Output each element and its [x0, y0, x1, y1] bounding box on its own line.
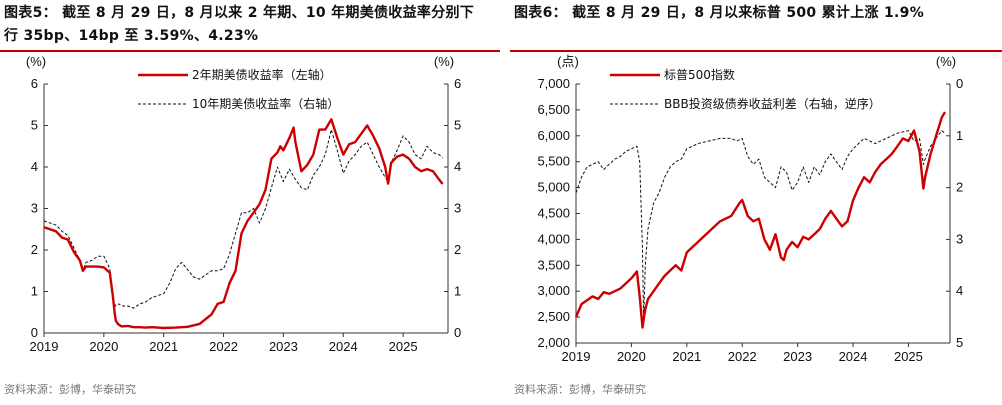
- right-tick-label: 3: [454, 201, 461, 216]
- right-tick-label: 6: [454, 76, 461, 91]
- chart-panel-left: 图表5： 截至 8 月 29 日，8 月以来 2 年期、10 年期美债收益率分别…: [0, 0, 500, 405]
- left-tick-label: 6: [31, 76, 38, 91]
- right-tick-label: 1: [956, 128, 963, 143]
- title-rule-left: [0, 50, 500, 52]
- right-tick-label: 2: [956, 180, 963, 195]
- chart-panel-right: 图表6： 截至 8 月 29 日，8 月以来标普 500 累计上涨 1.9% (…: [510, 0, 1002, 405]
- chart-left-svg: (%) (%) 0 1 2 3 4 5 6 0 1 2 3 4 5 6 2019 2020 2021 2022 2023…: [26, 54, 461, 354]
- x-tick-label: 2025: [894, 349, 923, 364]
- left-tick-label: 2,500: [537, 309, 570, 324]
- legend-label: 10年期美债收益率（右轴）: [192, 96, 339, 111]
- left-tick-label: 4: [31, 159, 38, 174]
- chart-title-left: 图表5： 截至 8 月 29 日，8 月以来 2 年期、10 年期美债收益率分别…: [4, 2, 474, 48]
- left-tick-label: 6,500: [537, 102, 570, 117]
- x-tick-label: 2022: [728, 349, 757, 364]
- series-line-dashed: [575, 130, 946, 321]
- left-tick-label: 2: [31, 242, 38, 257]
- source-note-right: 资料来源：彭博，华泰研究: [514, 383, 646, 396]
- left-tick-label: 1: [31, 284, 38, 299]
- x-tick-label: 2021: [672, 349, 701, 364]
- source-note-left: 资料来源：彭博，华泰研究: [4, 383, 136, 396]
- right-tick-label: 5: [956, 335, 963, 350]
- left-tick-label: 3,500: [537, 257, 570, 272]
- x-tick-label: 2023: [783, 349, 812, 364]
- legend-label: 标普500指数: [664, 67, 735, 82]
- left-tick-label: 5,000: [537, 180, 570, 195]
- left-unit-label: (%): [26, 54, 46, 69]
- left-tick-label: 6,000: [537, 128, 570, 143]
- right-unit-label: (%): [434, 54, 454, 69]
- right-tick-label: 0: [956, 76, 963, 91]
- title-rule-right: [510, 50, 1002, 52]
- legend-label: 2年期美债收益率（左轴）: [192, 67, 332, 82]
- x-tick-label: 2020: [89, 339, 118, 354]
- left-tick-label: 0: [31, 325, 38, 340]
- right-unit-label: (%): [936, 54, 956, 69]
- chart-right-svg: (点) (%) 2,000 2,500 3,000 3,500 4,000 4,500 5,00…: [537, 54, 963, 364]
- x-tick-label: 2022: [209, 339, 238, 354]
- left-tick-label: 3: [31, 201, 38, 216]
- chart-title-left-line1: 图表5： 截至 8 月 29 日，8 月以来 2 年期、10 年期美债收益率分别…: [4, 5, 475, 21]
- left-tick-label: 4,000: [537, 231, 570, 246]
- legend-label: BBB投资级债券收益利差（右轴，逆序）: [664, 96, 881, 111]
- series-line-solid: [43, 118, 444, 330]
- x-tick-label: 2020: [617, 349, 646, 364]
- chart-title-right: 图表6： 截至 8 月 29 日，8 月以来标普 500 累计上涨 1.9%: [514, 2, 924, 25]
- x-tick-label: 2025: [389, 339, 418, 354]
- left-tick-label: 2,000: [537, 335, 570, 350]
- right-tick-label: 1: [454, 284, 461, 299]
- x-tick-label: 2023: [269, 339, 298, 354]
- series-line-dashed: [43, 129, 443, 309]
- chart-title-right-line1: 图表6： 截至 8 月 29 日，8 月以来标普 500 累计上涨 1.9%: [514, 5, 925, 21]
- left-tick-label: 3,000: [537, 283, 570, 298]
- left-tick-label: 5: [31, 118, 38, 133]
- x-tick-label: 2024: [839, 349, 868, 364]
- x-tick-label: 2019: [30, 339, 59, 354]
- left-unit-label: (点): [557, 54, 579, 69]
- x-tick-label: 2024: [329, 339, 358, 354]
- right-tick-label: 4: [454, 159, 461, 174]
- right-tick-label: 3: [956, 231, 963, 246]
- series-line-solid: [574, 111, 947, 329]
- left-tick-label: 4,500: [537, 206, 570, 221]
- right-tick-label: 0: [454, 325, 461, 340]
- left-tick-label: 7,000: [537, 76, 570, 91]
- left-tick-label: 5,500: [537, 154, 570, 169]
- chart-title-left-line2: 行 35bp、14bp 至 3.59%、4.23%: [4, 28, 259, 44]
- x-tick-label: 2021: [149, 339, 178, 354]
- x-tick-label: 2019: [562, 349, 591, 364]
- right-tick-label: 2: [454, 242, 461, 257]
- right-tick-label: 4: [956, 283, 963, 298]
- right-tick-label: 5: [454, 118, 461, 133]
